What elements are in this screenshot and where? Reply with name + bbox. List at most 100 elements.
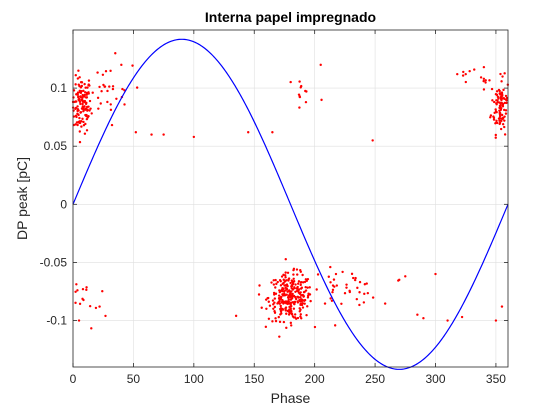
scatter-point xyxy=(461,74,465,77)
scatter-point xyxy=(286,271,290,274)
scatter-point xyxy=(500,95,503,98)
scatter-point xyxy=(287,300,290,303)
scatter-point xyxy=(290,284,294,287)
scatter-point xyxy=(482,79,485,83)
scatter-point xyxy=(501,102,505,106)
scatter-point xyxy=(340,302,343,305)
scatter-point xyxy=(345,283,348,286)
scatter-point xyxy=(83,93,87,97)
scatter-point xyxy=(287,298,290,301)
scatter-point xyxy=(496,121,499,125)
scatter-point xyxy=(292,307,296,310)
scatter-point xyxy=(78,140,82,144)
scatter-point xyxy=(286,309,289,313)
scatter-point xyxy=(316,273,320,276)
scatter-point xyxy=(296,295,299,298)
scatter-point xyxy=(99,102,102,105)
scatter-point xyxy=(266,296,269,300)
scatter-point xyxy=(301,281,305,284)
scatter-point xyxy=(272,307,275,310)
scatter-point xyxy=(499,127,503,131)
scatter-point xyxy=(479,76,483,79)
scatter-point xyxy=(77,96,80,99)
scatter-point xyxy=(488,79,491,82)
scatter-point xyxy=(108,85,111,88)
scatter-point xyxy=(279,284,283,287)
scatter-point xyxy=(292,280,296,283)
scatter-point xyxy=(468,69,471,73)
scatter-point xyxy=(290,312,294,315)
scatter-point xyxy=(279,289,283,292)
scatter-point xyxy=(85,286,88,289)
scatter-point xyxy=(313,325,317,329)
scatter-point xyxy=(274,317,277,320)
scatter-point xyxy=(78,76,81,79)
scatter-point xyxy=(276,280,279,284)
scatter-point xyxy=(299,270,303,273)
scatter-point xyxy=(398,278,401,282)
scatter-point xyxy=(498,119,501,122)
scatter-point xyxy=(278,278,282,282)
scatter-point xyxy=(273,297,277,300)
scatter-point xyxy=(294,290,297,294)
scatter-point xyxy=(499,104,502,107)
scatter-point xyxy=(299,313,302,316)
scatter-point xyxy=(308,286,311,289)
scatter-point xyxy=(404,275,407,278)
scatter-point xyxy=(327,275,331,278)
scatter-point xyxy=(500,119,503,123)
scatter-point xyxy=(110,123,114,127)
scatter-point xyxy=(82,120,85,124)
scatter-point xyxy=(83,132,87,135)
scatter-point xyxy=(491,99,494,102)
scatter-point xyxy=(79,91,83,95)
scatter-point xyxy=(482,88,486,91)
scatter-point xyxy=(75,93,79,96)
scatter-point xyxy=(293,301,297,304)
scatter-point xyxy=(91,91,94,94)
scatter-point xyxy=(90,327,93,330)
scatter-point xyxy=(280,275,284,278)
scatter-point xyxy=(84,91,87,94)
scatter-point xyxy=(293,316,297,319)
scatter-point xyxy=(500,305,504,308)
scatter-point xyxy=(282,278,285,281)
scatter-point xyxy=(75,283,78,286)
scatter-point xyxy=(306,296,310,299)
scatter-point xyxy=(109,108,113,112)
scatter-point xyxy=(294,283,297,286)
scatter-point xyxy=(109,103,112,106)
scatter-point xyxy=(83,99,87,103)
scatter-point xyxy=(456,72,459,76)
scatter-point xyxy=(498,116,501,120)
scatter-point xyxy=(291,292,294,296)
x-tick-label: 250 xyxy=(365,372,385,386)
scatter-point xyxy=(282,290,286,293)
scatter-point xyxy=(284,258,287,261)
scatter-point xyxy=(306,286,309,289)
scatter-point xyxy=(80,125,83,128)
scatter-point xyxy=(351,276,355,280)
scatter-point xyxy=(271,299,275,302)
scatter-point xyxy=(296,300,299,303)
scatter-point xyxy=(292,267,296,271)
scatter-point xyxy=(291,294,294,298)
scatter-point xyxy=(501,123,505,126)
y-tick-label: -0.05 xyxy=(40,255,68,269)
scatter-point xyxy=(297,282,300,285)
scatter-point xyxy=(496,95,500,99)
scatter-point xyxy=(460,315,464,319)
scatter-point xyxy=(300,303,304,307)
scatter-point xyxy=(74,301,77,305)
scatter-point xyxy=(282,320,286,324)
scatter-point xyxy=(79,95,83,99)
scatter-point xyxy=(272,291,276,295)
scatter-point xyxy=(289,290,292,294)
scatter-point xyxy=(81,102,84,106)
scatter-point xyxy=(295,287,299,290)
scatter-point xyxy=(297,93,301,96)
scatter-point xyxy=(494,110,498,113)
scatter-point xyxy=(501,75,504,78)
scatter-point xyxy=(358,291,361,294)
